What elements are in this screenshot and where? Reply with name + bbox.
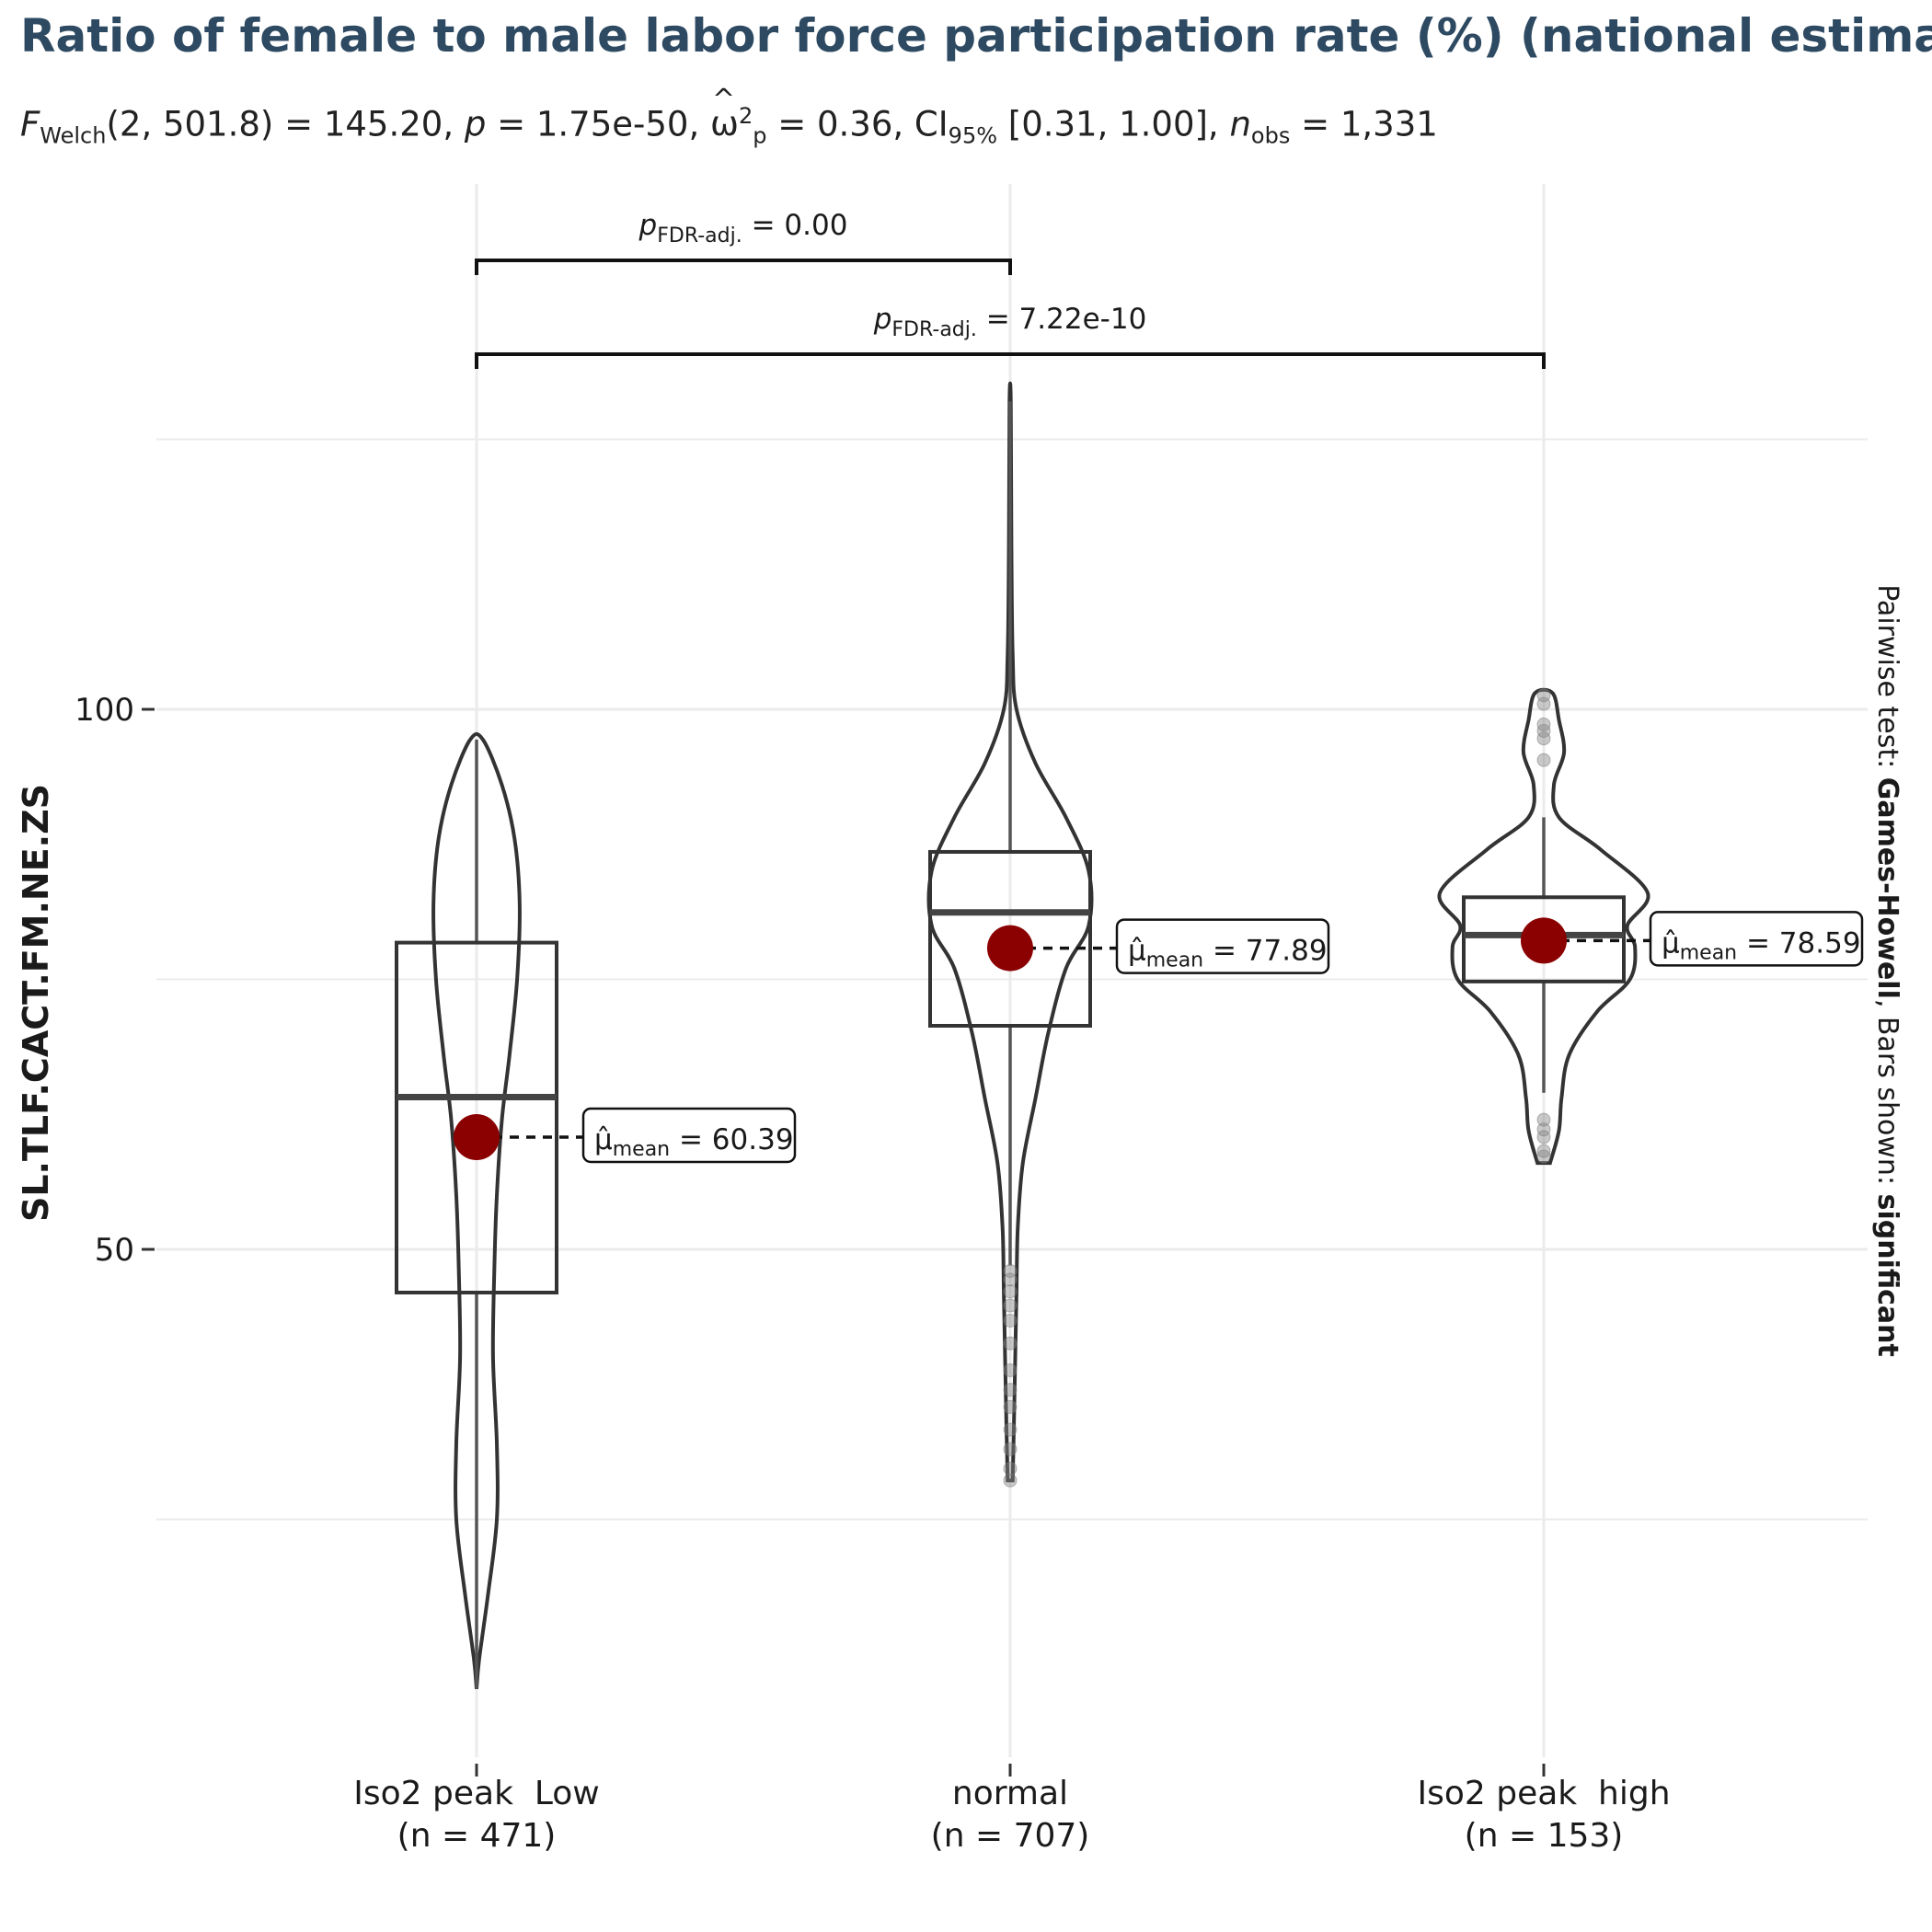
outlier-point [1003, 1442, 1018, 1456]
x-tick-count: (n = 707) [931, 1817, 1090, 1855]
mean-markers: μ̂mean = 60.39μ̂mean = 77.89 μ̂mean = 78.… [454, 911, 1864, 1164]
effect-subscript: p [753, 122, 767, 149]
mean-subscript: mean [613, 1138, 670, 1161]
y-axis-label: SL.TLF.CACT.FM.NE.ZS [16, 784, 56, 1222]
comparison-label: pFDR-adj. = 0.00 [638, 209, 848, 247]
mean-symbol: μ̂ [1662, 926, 1680, 960]
box [928, 849, 1092, 1028]
mean-label-box [581, 1107, 797, 1164]
outlier-point [1003, 1399, 1018, 1414]
mean-label: μ̂mean = 60.39 [594, 1123, 794, 1161]
mean-value: = 78.59 [1737, 926, 1860, 960]
mean-point [987, 925, 1033, 972]
x-tick-count: (n = 471) [397, 1817, 557, 1855]
mean-value: = 60.39 [670, 1123, 793, 1156]
x-tick-label: Iso2 peak high [1417, 1775, 1670, 1812]
outlier-points [1003, 688, 1551, 1488]
effect-value: = 0.36, CI [766, 104, 949, 144]
box [395, 940, 558, 1294]
outlier-point [1536, 717, 1551, 731]
y-tick-label: 100 [75, 692, 134, 729]
mean-label: μ̂mean = 78.59 [1662, 926, 1861, 964]
axes: 50 100 Iso2 peak Low (n = 471) normal (n = 70… [75, 692, 1670, 1855]
p-symbol: p [464, 104, 487, 144]
outlier-point [1003, 1284, 1018, 1299]
mean-label: μ̂mean = 77.89 [1128, 935, 1328, 972]
comparison-p-value: = 0.00 [742, 209, 848, 242]
comparison-p-value: = 7.22e-10 [977, 303, 1146, 336]
side-caption-test: Games-Howell [1871, 777, 1903, 999]
outlier-point [1536, 688, 1551, 703]
comparison-p-subscript: FDR-adj. [891, 318, 976, 341]
violin [926, 381, 1094, 1483]
side-caption: Pairwise test: Games-Howell, Bars shown:… [1871, 584, 1903, 1357]
mean-subscript: mean [1146, 949, 1203, 972]
outlier-point [1536, 731, 1551, 746]
outlier-point [1003, 1263, 1018, 1278]
outlier-point [1003, 1422, 1018, 1437]
comparison-label: pFDR-adj. = 7.22e-10 [873, 303, 1147, 341]
outlier-point [1536, 1149, 1551, 1164]
x-tick-count: (n = 153) [1465, 1817, 1624, 1855]
outlier-point [1003, 1473, 1018, 1488]
comparison-p-symbol: p [638, 209, 658, 242]
n-symbol: n [1229, 104, 1251, 144]
comparison-bracket [475, 352, 1546, 369]
n-subscript: obs [1250, 122, 1291, 149]
effect-superscript: 2 [738, 103, 753, 129]
outlier-point [1003, 1363, 1018, 1377]
outlier-point [1003, 1383, 1018, 1397]
outlier-point [1003, 1298, 1018, 1313]
stat-symbol: F [20, 104, 40, 144]
mean-label-box [1649, 911, 1864, 967]
n-value: = 1,331 [1290, 104, 1438, 144]
mean-value: = 77.89 [1203, 935, 1327, 968]
outlier-point [1536, 1112, 1551, 1127]
y-tick-label: 50 [95, 1232, 134, 1269]
violins [431, 381, 1650, 1689]
x-tick-label: Iso2 peak Low [353, 1775, 599, 1812]
outlier-point [1536, 1130, 1551, 1144]
outlier-point [1536, 753, 1551, 767]
outlier-point [1003, 1313, 1018, 1328]
comparison-bracket [475, 259, 1012, 275]
comparison-p-symbol: p [873, 303, 892, 336]
outlier-point [1003, 1336, 1018, 1351]
stat-subscript: Welch [40, 122, 107, 149]
mean-symbol: μ̂ [1128, 935, 1146, 968]
violin [1437, 687, 1650, 1166]
effect-symbol: ω [710, 84, 739, 144]
outlier-point [1003, 1461, 1018, 1476]
outlier-point [1536, 1144, 1551, 1158]
chart-title: Ratio of female to male labor force part… [20, 9, 1932, 63]
comparison-p-subscript: FDR-adj. [657, 224, 742, 247]
outlier-point [1536, 1122, 1551, 1137]
ci-subscript: 95% [948, 122, 998, 149]
chart-subtitle: FWelch(2, 501.8) = 145.20, p = 1.75e-50,… [20, 84, 1438, 149]
mean-symbol: μ̂ [594, 1123, 613, 1156]
mean-point [454, 1114, 500, 1161]
x-tick-label: normal [952, 1775, 1068, 1812]
p-value: = 1.75e-50, [486, 104, 710, 144]
ci-value: [0.31, 1.00], [997, 104, 1230, 144]
mean-subscript: mean [1680, 941, 1737, 964]
stat-df: (2, 501.8) = 145.20, [106, 104, 465, 144]
violin [431, 731, 522, 1689]
mean-label-box [1115, 918, 1330, 974]
box [1462, 895, 1626, 983]
side-caption-prefix: Pairwise test: [1871, 584, 1903, 777]
mean-point [1521, 917, 1567, 964]
side-caption-bars: significant [1871, 1194, 1903, 1357]
side-caption-middle: , Bars shown: [1871, 999, 1903, 1194]
